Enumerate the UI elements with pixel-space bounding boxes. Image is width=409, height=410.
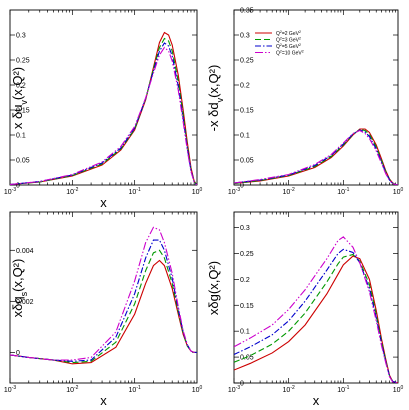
- panel-top-right-x-ticks: [233, 10, 396, 185]
- x-tick-label: 100: [393, 187, 404, 196]
- legend-entry: Q2=10 GeV2: [276, 49, 304, 56]
- x-tick-label: 100: [192, 187, 203, 196]
- y-tick-label: 0.3: [16, 33, 26, 40]
- series-line-4: [10, 226, 197, 361]
- y-tick-label: 0.004: [16, 248, 34, 255]
- y-tick-label: 0.2: [240, 83, 250, 90]
- y-tick-label: 0: [16, 350, 20, 357]
- y-axis-label: xδg(x,Q²): [206, 261, 221, 315]
- x-tick-label: 100: [192, 385, 203, 394]
- panel-bottom-left-y-ticks: [10, 249, 197, 353]
- y-tick-label: 0.1: [240, 133, 250, 140]
- y-tick-label: 0.3: [240, 33, 250, 40]
- x-tick-label: 10-1: [129, 385, 141, 394]
- y-tick-label: 0.05: [16, 158, 30, 165]
- y-tick-label: 0.1: [16, 133, 26, 140]
- panel-top-right-series: [234, 128, 398, 185]
- x-tick-label: 10-1: [337, 187, 349, 196]
- series-line-4: [234, 129, 398, 185]
- x-tick-label: 10-3: [4, 385, 16, 394]
- legend-entry: Q2=5 GeV2: [276, 43, 301, 50]
- y-tick-label: 0.15: [16, 108, 30, 115]
- y-tick-label: 0.05: [240, 355, 254, 362]
- x-tick-label: 10-1: [337, 385, 349, 394]
- panel-bottom-right-x-ticks: [233, 212, 396, 383]
- panel-bottom-left-x-ticks: [9, 212, 195, 383]
- panel-top-left-frame: [9, 9, 198, 186]
- x-tick-label: 10-1: [129, 187, 141, 196]
- panel-top-left-y-ticks: [10, 34, 197, 186]
- series-line-4: [234, 236, 398, 383]
- series-line-2: [234, 128, 398, 185]
- x-axis-label: x: [100, 195, 107, 210]
- x-tick-label: 10-2: [66, 385, 78, 394]
- series-line-1: [234, 128, 398, 185]
- panel-top-right-frame: [233, 9, 399, 186]
- series-line-2: [234, 253, 398, 383]
- x-tick-label: 10-3: [228, 187, 240, 196]
- y-tick-label: 0.3: [240, 225, 250, 232]
- legend-entry: Q2=2 GeV2: [276, 30, 301, 37]
- panel-bottom-left-series: [10, 226, 197, 365]
- y-axis-label: xδqs(x,Q²): [10, 259, 29, 318]
- y-tick-label: 0.15: [240, 108, 254, 115]
- y-axis-label: -x δdv(x,Q²): [206, 65, 225, 132]
- panel-top-left-group: 10-3 10-2 10-1 100 0 0.05 0.1 0.15 0.2 0.25 0.3 x x …: [4, 9, 203, 210]
- series-line-3: [234, 129, 398, 185]
- y-tick-label: 0.15: [240, 303, 254, 310]
- x-axis-label: x: [313, 393, 320, 408]
- y-tick-label: 0.25: [240, 58, 254, 65]
- x-tick-label: 10-3: [228, 385, 240, 394]
- legend-entry: Q2=3 GeV2: [276, 36, 301, 43]
- y-tick-label: 0.25: [240, 251, 254, 258]
- x-axis-label: x: [100, 393, 107, 408]
- panel-bottom-right-frame: [233, 211, 399, 384]
- y-tick-label: 0.2: [16, 83, 26, 90]
- x-tick-label: 10-2: [283, 385, 295, 394]
- panel-top-left-series: [10, 31, 197, 185]
- y-tick-label: 0.1: [240, 329, 250, 336]
- y-tick-label: 0: [240, 183, 244, 190]
- y-tick-label: 0: [16, 183, 20, 190]
- y-tick-label: 0.05: [240, 158, 254, 165]
- y-tick-label: 0.25: [16, 58, 30, 65]
- panel-bottom-right-group: 10-3 10-2 10-1 100 0 0.05 0.1 0.15 0.2 0.25 0.3 x xδ…: [206, 211, 404, 408]
- x-tick-label: 10-2: [66, 187, 78, 196]
- x-tick-label: 100: [393, 385, 404, 394]
- panel-bottom-right-series: [234, 236, 398, 383]
- y-tick-label: 0.35: [240, 8, 254, 15]
- panel-bottom-left-group: 10-3 10-2 10-1 100 0 0.002 0.004 x xδqs(x,Q²): [4, 211, 203, 408]
- series-line-4: [10, 46, 197, 185]
- panel-top-right-group: 10-3 10-2 10-1 100 0 0.05 0.1 0.15 0.2 0.25 0.3 0.3…: [206, 8, 404, 197]
- series-line-1: [10, 259, 197, 365]
- series-line-3: [234, 248, 398, 383]
- series-line-2: [10, 37, 197, 185]
- panel-top-left-x-ticks: [9, 10, 195, 185]
- panel-bottom-left-frame: [9, 211, 198, 384]
- x-tick-label: 10-2: [283, 187, 295, 196]
- series-line-1: [234, 255, 398, 383]
- y-tick-label: 0.002: [16, 299, 34, 306]
- y-axis-label: x δuv(x,Q²): [10, 67, 29, 129]
- y-tick-label: 0: [240, 381, 244, 388]
- x-tick-label: 10-3: [4, 187, 16, 196]
- panel-top-right-y-ticks: [234, 9, 398, 186]
- y-tick-label: 0.2: [240, 277, 250, 284]
